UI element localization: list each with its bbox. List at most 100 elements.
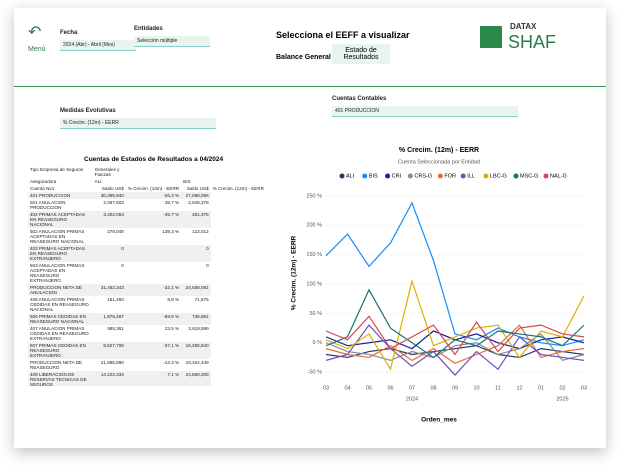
legend-swatch — [362, 173, 368, 179]
legend-label: MSC-G — [520, 173, 538, 179]
logo-text: SHAF — [508, 32, 557, 52]
table-cell: 24,558,081 — [185, 285, 209, 290]
series-line — [325, 345, 585, 359]
table-row: PRODUCCION NETA DE ANULACION 31,452,343 -3… — [28, 284, 266, 296]
series-line — [325, 324, 585, 376]
table-row: 407 ANULACION PRIMAS CEDIDAS EN REASEGUR… — [28, 325, 266, 342]
table-row: 401 PRODUCCION 30,395,940 -26,3 % 27,098,09… — [28, 192, 266, 199]
x-tick-label: 03 — [323, 385, 329, 391]
header-cell: Saldo US$ — [186, 186, 209, 191]
filter-label: Fecha — [60, 30, 78, 36]
table-cell: 71,675 — [194, 297, 209, 302]
table-cell: 407 ANULACION PRIMAS CEDIDAS EN REASEGUR… — [30, 326, 89, 341]
header-cell — [126, 166, 181, 178]
table-cell: 7,1 % — [167, 372, 180, 377]
table-cell: 2,067,603 — [103, 200, 124, 205]
filter-dropdown[interactable]: 401 PRODUCCION — [332, 106, 518, 117]
legend-swatch — [407, 173, 413, 179]
header-title: Selecciona el EEFF a visualizar — [276, 30, 410, 40]
table-cell: 501 ANULACION PRODUCCION — [30, 200, 66, 210]
header-cell: Aseguradora — [30, 179, 57, 184]
table-cell: 14,223,334 — [100, 372, 124, 377]
table-cell: 408 LIBERACION DE RESERVAS TECNICAS DE S… — [30, 372, 87, 386]
y-tick-label: 50 % — [309, 311, 322, 317]
filter-dropdown[interactable]: % Crecim. (12m) - EERR — [60, 118, 216, 129]
table-cell: 27,098,096 — [185, 193, 209, 198]
legend-label: BIS — [369, 173, 378, 179]
header-bar — [14, 8, 606, 87]
table-cell: 0 — [121, 263, 124, 268]
table-cell: 506 PRIMAS CEDIDAS EN REASEGURO NACIONAL — [30, 314, 86, 324]
table-cell: 502 ANULACION PRIMAS ACEPTADAS EN REASEG… — [30, 229, 85, 244]
y-tick-label: 200 % — [306, 223, 322, 229]
table-cell: 401 PRODUCCION — [30, 193, 71, 198]
legend-swatch — [437, 173, 443, 179]
header-row: Aseguradora ALI BIS — [28, 178, 266, 185]
series-line — [325, 333, 585, 362]
table-cell: -89,5 % — [163, 314, 180, 319]
header-row: Tipo Empresa de Seguros Generales y Fianz… — [28, 166, 266, 178]
table-cell: 0 — [121, 246, 124, 251]
logo-text: DATAX — [510, 22, 537, 31]
filter-dropdown[interactable]: Selección múltiple — [134, 36, 210, 47]
table-row: 507 PRIMAS CEDIDAS EN REASEGURO EXTRANJE… — [28, 342, 266, 359]
table: Tipo Empresa de Seguros Generales y Fianz… — [28, 166, 266, 386]
table-cell: 278,048 — [107, 229, 124, 234]
table-cell: 31,452,343 — [100, 285, 124, 290]
table-row: 503 ANULACION PRIMAS ACEPTADAS EN REASEG… — [28, 262, 266, 284]
header-cell: % Crecim. (12m) - EERR — [127, 186, 180, 191]
x-tick-label: 06 — [387, 385, 393, 391]
header-cell: ALI — [94, 179, 102, 184]
series-line — [325, 315, 585, 356]
table-container: Tipo Empresa de Seguros Generales y Fianz… — [28, 166, 266, 386]
table-cell: 123,012 — [192, 229, 209, 234]
table-cell — [126, 245, 181, 262]
table-cell: -32,1 % — [163, 285, 180, 290]
chart-title: % Crecim. (12m) - EERR — [399, 147, 479, 154]
year-label: 2025 — [556, 396, 568, 402]
x-tick-label: 12 — [516, 385, 522, 391]
table-cell: 746,881 — [192, 314, 209, 319]
table-row: 502 ANULACION PRIMAS ACEPTADAS EN REASEG… — [28, 228, 266, 245]
header-cell — [181, 166, 211, 178]
table-cell: 1,875,467 — [103, 314, 124, 319]
table-cell: 24,860,209 — [185, 372, 209, 377]
tab-active[interactable]: Estado de Resultados — [332, 44, 390, 64]
table-cell: 2,649,378 — [188, 200, 209, 205]
table-row: 403 PRIMAS ACEPTADAS EN REASEGURO EXTRAN… — [28, 245, 266, 262]
table-row: 402 PRIMAS ACEPTADAS EN REASEGURO NACION… — [28, 211, 266, 228]
x-tick-label: 07 — [409, 385, 415, 391]
table-row: 406 ANULACION PRIMAS CEDIDAS EN REASEGUR… — [28, 296, 266, 313]
series-line — [325, 288, 585, 359]
x-tick-label: 08 — [430, 385, 436, 391]
table-cell: 0 — [206, 246, 209, 251]
table-cell: 28,7 % — [164, 200, 180, 205]
table-cell: PRODUCCION NETA DE REASEGURO — [30, 360, 82, 370]
table-cell: 402 PRIMAS ACEPTADAS EN REASEGURO NACION… — [30, 212, 86, 227]
legend-label: FOR — [444, 173, 456, 179]
legend-label: CRI — [392, 173, 402, 179]
table-cell: 3,619,599 — [188, 326, 209, 331]
filter-dropdown[interactable]: 2024 (Abr) - Abril (Mes) — [60, 40, 136, 51]
x-tick-label: 02 — [559, 385, 565, 391]
chart: % Crecim. (12m) - EERR Cuenta Selecciona… — [291, 147, 587, 424]
tab[interactable]: Balance General — [276, 54, 331, 61]
menu-label[interactable]: Menú — [28, 46, 46, 53]
x-tick-label: 01 — [538, 385, 544, 391]
table-cell — [126, 262, 181, 284]
back-icon[interactable]: ↶ — [28, 24, 42, 41]
table-cell: -37,1 % — [163, 343, 180, 348]
y-tick-label: -50 % — [308, 370, 322, 376]
table-cell: 3,402,053 — [103, 212, 124, 217]
table-cell: -12,3 % — [163, 360, 180, 365]
y-tick-label: 250 % — [306, 193, 322, 199]
y-tick-label: 150 % — [306, 252, 322, 258]
header-cell — [126, 178, 181, 185]
x-axis-title: Orden_mes — [421, 417, 457, 424]
filter-label: Cuentas Contables — [332, 96, 387, 102]
legend-swatch — [460, 173, 466, 179]
table-cell: 30,395,940 — [100, 193, 124, 198]
table-cell: 0 — [206, 263, 209, 268]
header-row: Cuenta Nv1 Saldo US$% Crecim. (12m) - EER… — [28, 185, 266, 192]
table-cell: -26,3 % — [163, 193, 180, 198]
